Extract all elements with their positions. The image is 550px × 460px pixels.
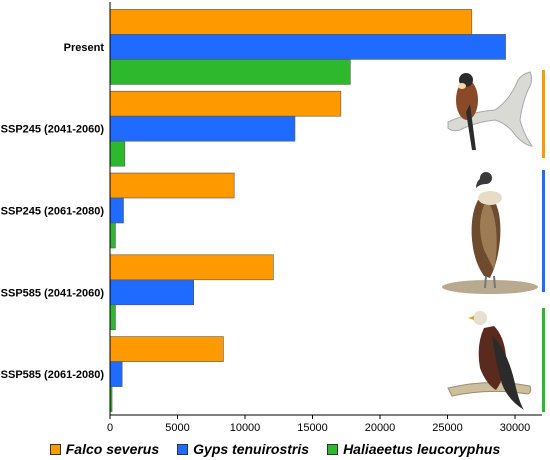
bar-falco-severus-ssp245-2061-2080 xyxy=(109,172,235,199)
category-labels: Present SSP245 (2041-2060) SSP245 (2061-20… xyxy=(1,42,105,381)
legend-label-gyps-tenuirostris: Gyps tenuirostris xyxy=(193,441,310,457)
legend-swatch-gyps-tenuirostris xyxy=(177,443,189,455)
bird-illustrations xyxy=(442,70,545,412)
bar-gyps-tenuirostris-ssp585-2061-2080 xyxy=(109,361,123,387)
x-tick-label: 10000 xyxy=(230,422,261,434)
legend-label-haliaeetus-leucoryphus: Haliaeetus leucoryphus xyxy=(343,441,501,457)
legend-swatch-haliaeetus-leucoryphus xyxy=(327,443,339,455)
bar-falco-severus-ssp585-2061-2080 xyxy=(109,336,224,362)
eagle-on-branch-icon xyxy=(447,308,545,412)
category-label-ssp245-2061-2080: SSP245 (2061-2080) xyxy=(1,206,105,218)
bar-chart: Present SSP245 (2041-2060) SSP245 (2061-20… xyxy=(1,2,545,434)
vulture-standing-icon xyxy=(442,170,545,294)
x-axis: 0 5000 10000 15000 20000 25000 30000 xyxy=(107,2,542,434)
x-tick-label: 20000 xyxy=(365,422,396,434)
category-label-ssp585-2061-2080: SSP585 (2061-2080) xyxy=(1,369,105,381)
bar-haliaeetus-leucoryphus-ssp245-2041-2060 xyxy=(109,140,126,167)
legend-swatch-falco-severus xyxy=(49,443,61,455)
bar-gyps-tenuirostris-present xyxy=(109,34,506,60)
bar-gyps-tenuirostris-ssp245-2041-2060 xyxy=(109,115,296,142)
category-label-ssp585-2041-2060: SSP585 (2041-2060) xyxy=(1,287,105,299)
category-label-ssp245-2041-2060: SSP245 (2041-2060) xyxy=(1,124,105,136)
x-tick-label: 15000 xyxy=(297,422,328,434)
legend-item-falco-severus: Falco severus xyxy=(49,441,160,457)
bars-group xyxy=(109,9,506,412)
legend-item-gyps-tenuirostris: Gyps tenuirostris xyxy=(177,441,309,457)
falcon-perched-on-branch-icon xyxy=(447,70,545,158)
bar-falco-severus-present xyxy=(109,9,473,35)
bar-gyps-tenuirostris-ssp585-2041-2060 xyxy=(109,279,194,306)
legend-label-falco-severus: Falco severus xyxy=(65,441,160,457)
bar-haliaeetus-leucoryphus-ssp245-2061-2080 xyxy=(109,222,116,249)
legend: Falco severus Gyps tenuirostris Haliaeet… xyxy=(0,438,550,460)
x-tick-label: 5000 xyxy=(165,422,189,434)
bar-gyps-tenuirostris-ssp245-2061-2080 xyxy=(109,197,124,224)
x-tick-label: 30000 xyxy=(500,422,531,434)
legend-item-haliaeetus-leucoryphus: Haliaeetus leucoryphus xyxy=(327,441,500,457)
bar-haliaeetus-leucoryphus-present xyxy=(109,59,351,85)
category-label-present: Present xyxy=(64,42,105,54)
x-tick-label: 0 xyxy=(107,422,113,434)
bar-falco-severus-ssp245-2041-2060 xyxy=(109,90,342,117)
bar-falco-severus-ssp585-2041-2060 xyxy=(109,254,274,281)
x-tick-label: 25000 xyxy=(432,422,463,434)
bar-haliaeetus-leucoryphus-ssp585-2041-2060 xyxy=(109,304,116,331)
